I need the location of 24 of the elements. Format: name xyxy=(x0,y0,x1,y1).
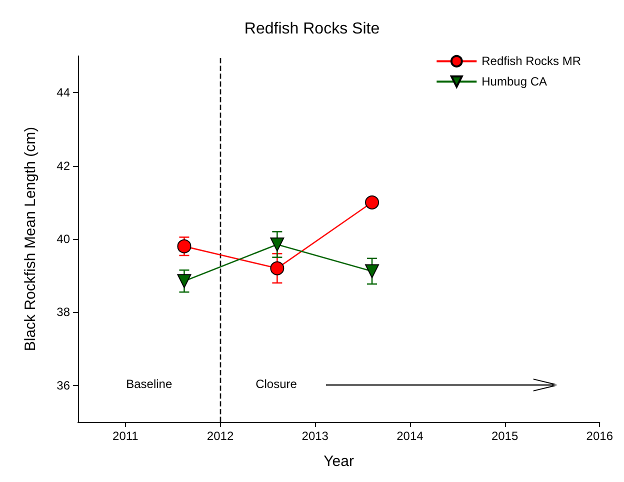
y-tick-label: 36 xyxy=(56,378,70,392)
point xyxy=(270,237,284,252)
point xyxy=(177,274,192,288)
legend-label: Humbug CA xyxy=(482,74,548,89)
y-tick-label: 38 xyxy=(56,305,70,320)
point xyxy=(270,261,284,276)
point xyxy=(365,195,380,210)
y-axis-title: Black Rockfish Mean Length (cm) xyxy=(22,126,39,352)
y-tick-label: 44 xyxy=(56,86,70,100)
x-tick-label: 2015 xyxy=(491,429,518,443)
x-tick-label: 2012 xyxy=(206,429,234,443)
x-tick-label: 2011 xyxy=(112,429,139,443)
legend-label: Redfish Rocks MR xyxy=(482,54,582,68)
annotation: Baseline xyxy=(126,377,172,391)
annotation: Closure xyxy=(256,377,298,391)
y-tick-label: 40 xyxy=(56,232,70,246)
point xyxy=(177,239,192,254)
x-tick-label: 2013 xyxy=(302,429,329,443)
x-tick-label: 2016 xyxy=(586,429,614,443)
chart-title: Redfish Rocks Site xyxy=(244,20,380,38)
y-tick-label: 42 xyxy=(56,158,70,173)
x-tick-label: 2014 xyxy=(396,429,424,443)
point xyxy=(365,264,380,278)
x-axis-title: Year xyxy=(324,453,354,470)
